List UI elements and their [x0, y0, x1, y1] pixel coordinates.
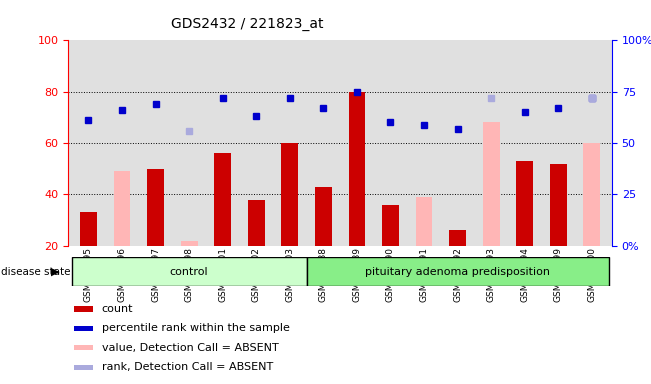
Text: GDS2432 / 221823_at: GDS2432 / 221823_at — [171, 17, 324, 31]
Bar — [516, 161, 533, 246]
Bar — [382, 205, 399, 246]
Bar — [415, 197, 432, 246]
Bar — [74, 306, 93, 311]
Text: pituitary adenoma predisposition: pituitary adenoma predisposition — [365, 266, 550, 277]
Bar — [315, 187, 332, 246]
Text: rank, Detection Call = ABSENT: rank, Detection Call = ABSENT — [102, 362, 273, 372]
Text: value, Detection Call = ABSENT: value, Detection Call = ABSENT — [102, 343, 278, 353]
Bar — [281, 143, 298, 246]
Bar — [114, 171, 130, 246]
Bar — [550, 164, 566, 246]
Text: control: control — [170, 266, 208, 277]
Bar — [248, 200, 265, 246]
Text: count: count — [102, 304, 133, 314]
Text: ▶: ▶ — [51, 267, 60, 277]
Bar — [307, 257, 609, 286]
Bar — [583, 143, 600, 246]
Bar — [483, 122, 499, 246]
Bar — [74, 326, 93, 331]
Text: disease state: disease state — [1, 267, 71, 277]
Bar — [74, 364, 93, 370]
Bar — [147, 169, 164, 246]
Text: percentile rank within the sample: percentile rank within the sample — [102, 323, 290, 333]
Bar — [74, 345, 93, 351]
Bar — [348, 92, 365, 246]
Bar — [181, 241, 197, 246]
Bar — [72, 257, 307, 286]
Bar — [80, 212, 97, 246]
Bar — [214, 153, 231, 246]
Bar — [449, 230, 466, 246]
